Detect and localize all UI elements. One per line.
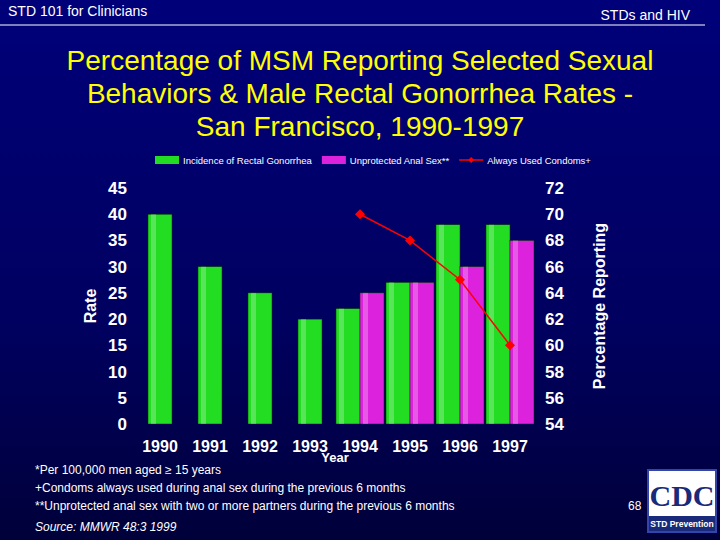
bar-highlight (389, 282, 394, 424)
y2-tick-label: 68 (545, 231, 564, 250)
bar (386, 282, 410, 424)
footnote: *Per 100,000 men aged ≥ 15 years (35, 463, 221, 477)
logo-subtitle: STD Prevention (650, 519, 713, 529)
header-right: STDs and HIV (601, 7, 691, 23)
y2-tick-label: 64 (545, 284, 564, 303)
y2-tick-label: 60 (545, 336, 564, 355)
bar (298, 319, 322, 424)
y-tick-label: 25 (108, 284, 127, 303)
bar-highlight (439, 225, 444, 424)
footnote: **Unprotected anal sex with two or more … (35, 499, 455, 513)
source: Source: MMWR 48:3 1999 (35, 520, 177, 534)
y2-tick-label: 66 (545, 258, 564, 277)
header-rule (0, 25, 705, 26)
bar (148, 214, 172, 424)
legend-label: Always Used Condoms+ (487, 155, 591, 166)
logo-text: CDC (650, 479, 715, 512)
logo-box (648, 470, 716, 532)
page-number: 68 (628, 499, 642, 513)
legend-swatch-marker (468, 157, 474, 163)
marker (355, 209, 365, 219)
x-tick-label: 1995 (392, 438, 428, 455)
line (360, 214, 510, 345)
bar (510, 240, 534, 424)
y-tick-label: 30 (108, 258, 127, 277)
legend-swatch (322, 156, 346, 164)
y2-tick-label: 62 (545, 310, 564, 329)
marker (505, 340, 515, 350)
plot-marks (148, 209, 534, 424)
bar (198, 267, 222, 424)
y2-axis-label: Percentage Reporting (591, 223, 608, 389)
y2-tick-label: 58 (545, 363, 564, 382)
bar (360, 293, 384, 424)
bar (410, 282, 434, 424)
y-tick-label: 15 (108, 336, 127, 355)
bar-highlight (251, 293, 256, 424)
x-tick-label: 1991 (192, 438, 228, 455)
bar-highlight (513, 240, 518, 424)
footnote: +Condoms always used during anal sex dur… (35, 481, 406, 495)
chart: STD 101 for Clinicians STDs and HIV 0 5 10 15… (0, 0, 720, 540)
y2-tick-label: 72 (545, 179, 564, 198)
y2-tick-label: 56 (545, 389, 564, 408)
x-tick-label: 1996 (442, 438, 478, 455)
bar (336, 309, 360, 424)
x-tick-label: 1992 (242, 438, 278, 455)
x-tick-label: 1997 (492, 438, 528, 455)
bar-highlight (363, 293, 368, 424)
title: Percentage of MSM Reporting Selected Sex… (62, 44, 658, 143)
bar (248, 293, 272, 424)
y-tick-label: 5 (118, 389, 127, 408)
marker (455, 275, 465, 285)
legend-label: Unprotected Anal Sex** (350, 155, 450, 166)
y-tick-label: 10 (108, 363, 127, 382)
bar-highlight (413, 282, 418, 424)
y-tick-label: 45 (108, 179, 127, 198)
marker (405, 235, 415, 245)
header-left: STD 101 for Clinicians (8, 3, 147, 19)
bar-highlight (151, 214, 156, 424)
x-tick-label: 1990 (142, 438, 178, 455)
x-axis-label: Year (321, 450, 348, 465)
legend-swatch (155, 156, 179, 164)
y-axis-label: Rate (82, 289, 99, 324)
legend: Incidence of Rectal Gonorrhea Unprotected… (155, 155, 591, 166)
bar-highlight (301, 319, 306, 424)
bar-highlight (201, 267, 206, 424)
bar (486, 225, 510, 424)
y2-tick-label: 54 (545, 415, 564, 434)
y2-tick-label: 70 (545, 205, 564, 224)
logo-strip (649, 516, 715, 531)
bar-highlight (339, 309, 344, 424)
legend-label: Incidence of Rectal Gonorrhea (183, 155, 313, 166)
y-tick-label: 20 (108, 310, 127, 329)
y-tick-label: 0 (118, 415, 127, 434)
y-tick-label: 35 (108, 231, 127, 250)
bar (460, 267, 484, 424)
bar (436, 225, 460, 424)
y-tick-label: 40 (108, 205, 127, 224)
